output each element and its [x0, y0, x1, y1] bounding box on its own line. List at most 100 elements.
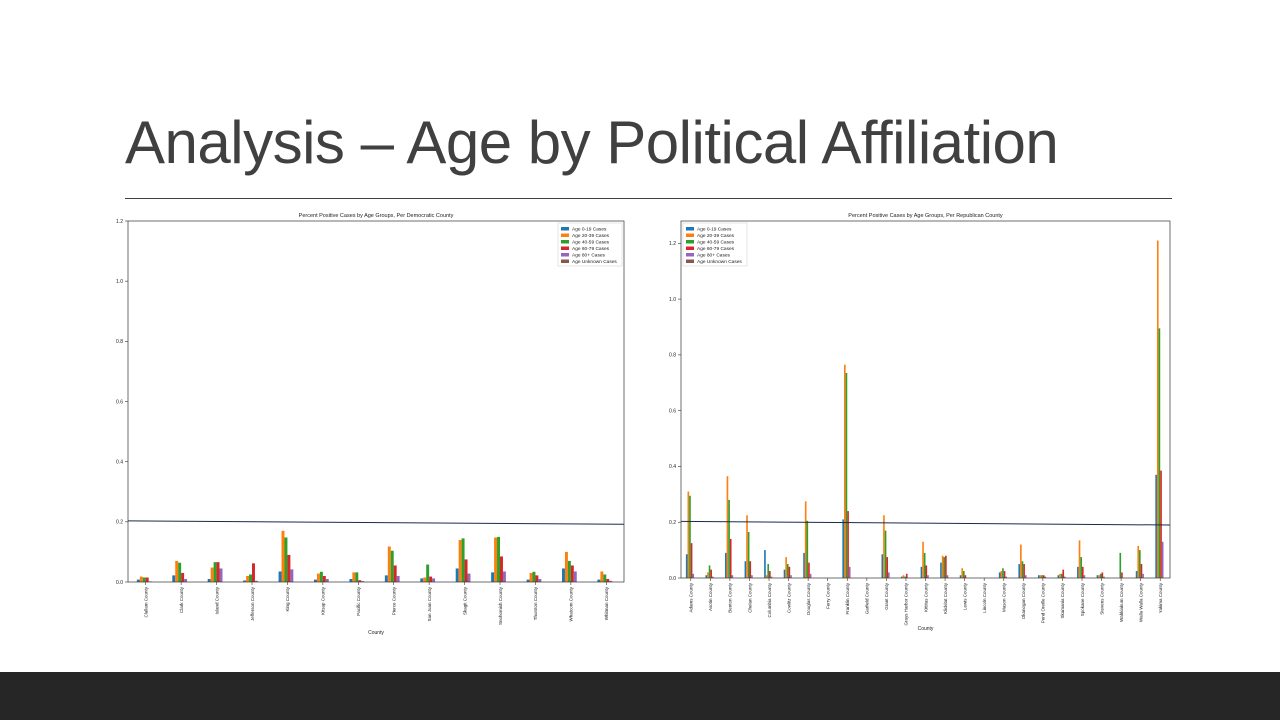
bar-age-20-39-cases-pierce-county — [387, 546, 391, 582]
x-tick-label-whatcom-county: Whatcom County — [569, 586, 574, 621]
legend-swatch-age-0-19-cases — [561, 227, 569, 231]
bar-age-40-59-cases-douglas-county — [806, 520, 809, 578]
bar-age-80-cases-okanogan-county — [1024, 575, 1027, 578]
bar-age-20-39-cases-snohomish-county — [494, 537, 498, 582]
bar-age-20-39-cases-skagit-county — [458, 539, 462, 582]
bar-age-20-39-cases-stevens-county — [1098, 575, 1100, 578]
bar-age-40-59-cases-walla-walla-county — [1139, 550, 1141, 578]
bar-age-80-cases-cowlitz-county — [790, 575, 792, 578]
bar-age-60-79-cases-pacific-county — [358, 580, 362, 582]
chart-title: Percent Positive Cases by Age Groups, Pe… — [848, 213, 1003, 219]
x-tick-label-adams-county: Adams County — [689, 582, 694, 612]
bar-age-40-59-cases-spokane-county — [1080, 557, 1082, 578]
bar-age-20-39-cases-benton-county — [726, 476, 729, 578]
bar-age-20-39-cases-spokane-county — [1078, 540, 1081, 578]
y-tick-label: 0.4 — [116, 459, 123, 465]
bar-age-20-39-cases-whitman-county — [600, 571, 604, 582]
bar-age-60-79-cases-franklin-county — [847, 511, 849, 578]
bar-age-0-19-cases-island-county — [207, 578, 211, 582]
x-tick-label-wahkiakum-county: Wahkiakum County — [1119, 582, 1124, 622]
x-tick-label-skagit-county: Skagit County — [462, 586, 467, 615]
y-tick-label: 0.6 — [116, 399, 123, 405]
y-tick-label: 0.2 — [669, 520, 676, 526]
slide-title: Analysis – Age by Political Affiliation — [125, 109, 1059, 176]
plot-frame — [127, 220, 625, 583]
bar-age-20-39-cases-jefferson-county — [246, 575, 250, 582]
bar-age-20-39-cases-mason-county — [1000, 571, 1003, 578]
legend-swatch-age-40-59-cases — [561, 240, 569, 244]
bar-age-20-39-cases-klickitat-county — [941, 555, 944, 578]
legend-label-age-0-19-cases: Age 0-19 Cases — [697, 227, 732, 233]
bar-age-60-79-cases-asotin-county — [710, 569, 712, 578]
bar-age-0-19-cases-pacific-county — [349, 578, 353, 582]
bar-age-0-19-cases-mason-county — [998, 572, 1001, 578]
bar-age-20-39-cases-asotin-county — [707, 572, 709, 578]
bar-age-60-79-cases-stevens-county — [1101, 572, 1104, 578]
bar-age-20-39-cases-kitsap-county — [316, 573, 320, 582]
x-tick-label-clark-county: Clark County — [179, 586, 184, 613]
bar-age-60-79-cases-douglas-county — [808, 562, 810, 578]
bar-age-0-19-cases-kitsap-county — [314, 579, 317, 582]
legend-label-age-40-59-cases: Age 40-59 Cases — [697, 240, 735, 246]
bar-age-40-59-cases-pierce-county — [390, 550, 394, 582]
bar-age-80-cases-pacific-county — [361, 581, 365, 582]
bar-age-60-79-cases-yakima-county — [1160, 470, 1162, 578]
legend-swatch-age-80-cases — [686, 253, 694, 257]
bar-age-60-79-cases-clark-county — [181, 572, 185, 582]
x-tick-label-walla-walla-county: Walla Walla County — [1138, 582, 1143, 622]
bar-age-80-cases-douglas-county — [809, 573, 812, 578]
bar-age-60-79-cases-adams-county — [690, 543, 693, 578]
bar-age-20-39-cases-island-county — [210, 567, 214, 582]
bar-age-40-59-cases-island-county — [213, 562, 217, 582]
bar-age-40-59-cases-benton-county — [728, 499, 730, 578]
bar-age-60-79-cases-whitman-county — [606, 578, 610, 582]
bar-age-60-79-cases-island-county — [216, 562, 220, 582]
y-tick-label: 0.8 — [116, 339, 123, 345]
bar-age-0-19-cases-chelan-county — [744, 561, 747, 578]
bar-age-80-cases-mason-county — [1005, 576, 1007, 578]
bar-age-20-39-cases-grays-harbor-county — [902, 575, 905, 578]
x-axis-label: County — [368, 630, 384, 636]
x-tick-label-yakima-county: Yakima County — [1158, 582, 1163, 613]
x-tick-label-thurston-county: Thurston County — [533, 586, 538, 620]
bar-age-40-59-cases-clallam-county — [142, 577, 146, 582]
x-tick-label-garfield-county: Garfield County — [865, 582, 870, 614]
bar-age-60-79-cases-cowlitz-county — [788, 566, 791, 578]
bar-age-80-cases-benton-county — [731, 575, 734, 578]
bar-age-0-19-cases-whatcom-county — [562, 568, 565, 582]
bar-age-60-79-cases-kitsap-county — [322, 575, 326, 582]
x-tick-label-pend-oreille-county: Pend Oreille County — [1041, 582, 1046, 623]
legend-label-age-unknown-cases: Age Unknown Cases — [572, 259, 617, 265]
bar-age-20-39-cases-columbia-county — [765, 575, 768, 578]
bar-age-0-19-cases-benton-county — [725, 552, 727, 578]
bar-age-80-cases-franklin-county — [848, 566, 851, 578]
bar-age-0-19-cases-spokane-county — [1077, 566, 1079, 578]
bar-age-0-19-cases-lewis-county — [959, 575, 962, 578]
bar-age-40-59-cases-clark-county — [178, 562, 182, 582]
bar-age-0-19-cases-thurston-county — [526, 579, 530, 582]
x-tick-label-stevens-county: Stevens County — [1099, 582, 1104, 615]
x-tick-label-klickitat-county: Klickitat County — [943, 582, 948, 614]
bar-age-40-59-cases-king-county — [284, 537, 288, 582]
bar-age-20-39-cases-clark-county — [175, 560, 179, 582]
x-tick-label-cowlitz-county: Cowlitz County — [786, 582, 791, 613]
bar-age-60-79-cases-benton-county — [729, 538, 732, 578]
bar-age-60-79-cases-okanogan-county — [1023, 564, 1025, 578]
x-tick-label-pacific-county: Pacific County — [356, 586, 361, 616]
x-tick-label-ferry-county: Ferry County — [826, 582, 831, 609]
bar-age-40-59-cases-kitsap-county — [319, 571, 323, 582]
x-tick-label-jefferson-county: Jefferson County — [250, 586, 255, 621]
bar-age-80-cases-thurston-county — [538, 578, 542, 582]
bar-age-0-19-cases-yakima-county — [1155, 474, 1157, 578]
reference-line — [127, 520, 625, 525]
bar-age-20-39-cases-walla-walla-county — [1137, 545, 1140, 578]
bar-age-80-cases-kittitas-county — [927, 575, 929, 578]
bar-age-40-59-cases-whitman-county — [603, 574, 607, 582]
x-tick-label-lincoln-county: Lincoln County — [982, 582, 987, 613]
bar-age-60-79-cases-san-juan-county — [429, 576, 433, 582]
bar-age-0-19-cases-klickitat-county — [940, 562, 942, 578]
bar-age-60-79-cases-skagit-county — [464, 559, 468, 582]
x-tick-label-spokane-county: Spokane County — [1080, 582, 1085, 616]
bar-age-0-19-cases-jefferson-county — [243, 580, 247, 582]
